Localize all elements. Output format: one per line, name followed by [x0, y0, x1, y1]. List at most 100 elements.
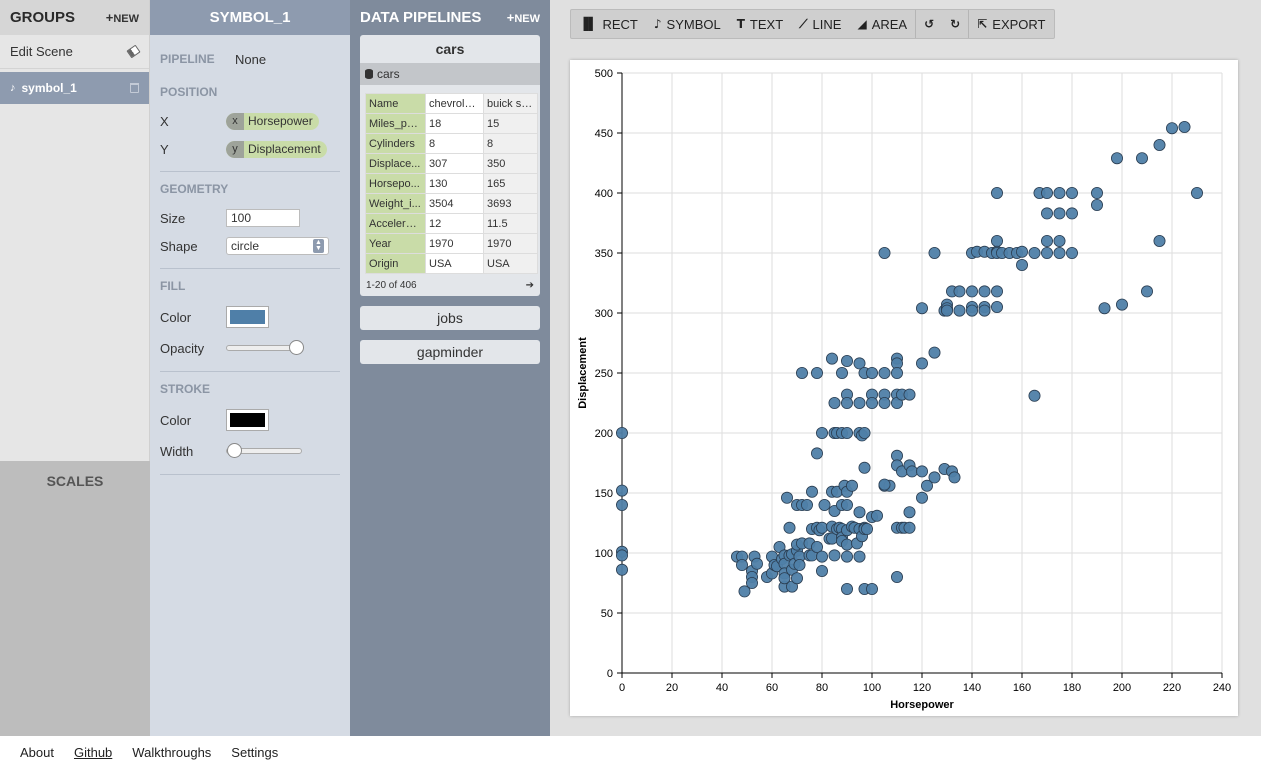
stroke-color-swatch[interactable] — [226, 409, 269, 431]
data-point[interactable] — [948, 471, 961, 484]
about-link[interactable]: About — [20, 744, 54, 760]
y-field-pill[interactable]: y Displacement — [226, 140, 327, 158]
shape-select[interactable]: circle ▲ ▼ — [226, 237, 329, 255]
width-slider[interactable] — [226, 443, 302, 458]
opacity-slider[interactable] — [226, 340, 304, 355]
x-field-pill[interactable]: x Horsepower — [226, 112, 319, 130]
field-name-cell[interactable]: Miles_per... — [365, 113, 426, 134]
data-point[interactable] — [865, 366, 878, 379]
data-point[interactable] — [840, 538, 853, 551]
data-point[interactable] — [978, 285, 991, 298]
data-point[interactable] — [1053, 234, 1066, 247]
pipeline-name[interactable]: cars — [435, 41, 465, 57]
data-point[interactable] — [905, 465, 918, 478]
text-tool-button[interactable]: T TEXT — [729, 10, 791, 38]
trash-icon[interactable] — [130, 83, 139, 93]
walkthroughs-link[interactable]: Walkthroughs — [132, 744, 212, 760]
data-point[interactable] — [860, 522, 873, 535]
data-point[interactable] — [965, 285, 978, 298]
pipeline-card-gapminder[interactable]: gapminder — [360, 340, 540, 364]
data-point[interactable] — [1166, 122, 1179, 135]
field-name-cell[interactable]: Displace... — [365, 153, 426, 174]
opacity-slider-knob[interactable] — [289, 340, 304, 355]
data-point[interactable] — [790, 572, 803, 585]
data-point[interactable] — [853, 396, 866, 409]
new-group-button[interactable]: +NEW — [106, 10, 139, 25]
data-point[interactable] — [915, 357, 928, 370]
data-point[interactable] — [915, 491, 928, 504]
data-point[interactable] — [1153, 139, 1166, 152]
data-point[interactable] — [1028, 246, 1041, 259]
data-point[interactable] — [840, 550, 853, 563]
data-point[interactable] — [783, 521, 796, 534]
redo-button[interactable]: ↻ — [942, 10, 968, 38]
data-point[interactable] — [940, 304, 953, 317]
data-point[interactable] — [858, 426, 871, 439]
data-point[interactable] — [840, 354, 853, 367]
data-point[interactable] — [1091, 187, 1104, 200]
data-point[interactable] — [1136, 152, 1149, 165]
line-tool-button[interactable]: ⟋ LINE — [791, 10, 849, 38]
data-point[interactable] — [990, 187, 1003, 200]
data-point[interactable] — [928, 471, 941, 484]
scales-header[interactable]: SCALES — [46, 473, 104, 489]
field-name-cell[interactable]: Cylinders — [365, 133, 426, 154]
data-point[interactable] — [840, 498, 853, 511]
data-point[interactable] — [870, 509, 883, 522]
data-point[interactable] — [978, 304, 991, 317]
data-point[interactable] — [735, 558, 748, 571]
data-point[interactable] — [1098, 302, 1111, 315]
data-point[interactable] — [953, 304, 966, 317]
data-point[interactable] — [616, 563, 629, 576]
data-point[interactable] — [1040, 207, 1053, 220]
pipeline-value[interactable]: None — [235, 51, 267, 67]
data-point[interactable] — [858, 461, 871, 474]
data-point[interactable] — [805, 485, 818, 498]
data-point[interactable] — [903, 388, 916, 401]
data-point[interactable] — [1040, 234, 1053, 247]
new-pipeline-button[interactable]: +NEW — [507, 10, 540, 25]
data-point[interactable] — [1153, 234, 1166, 247]
width-slider-knob[interactable] — [227, 443, 242, 458]
data-point[interactable] — [1116, 298, 1129, 311]
data-point[interactable] — [750, 557, 763, 570]
undo-button[interactable]: ↺ — [915, 10, 942, 38]
data-point[interactable] — [928, 346, 941, 359]
export-button[interactable]: ⇱ EXPORT — [968, 10, 1053, 38]
data-point[interactable] — [1178, 121, 1191, 134]
data-point[interactable] — [818, 498, 831, 511]
data-point[interactable] — [1015, 258, 1028, 271]
data-point[interactable] — [780, 491, 793, 504]
data-point[interactable] — [1053, 246, 1066, 259]
data-point[interactable] — [990, 300, 1003, 313]
data-point[interactable] — [915, 465, 928, 478]
symbol-tool-button[interactable]: ♪ SYMBOL — [646, 10, 729, 38]
data-point[interactable] — [865, 583, 878, 596]
data-point[interactable] — [745, 577, 758, 590]
data-point[interactable] — [815, 564, 828, 577]
data-point[interactable] — [616, 484, 629, 497]
data-point[interactable] — [853, 357, 866, 370]
data-point[interactable] — [920, 479, 933, 492]
field-name-cell[interactable]: Name — [365, 93, 426, 114]
data-point[interactable] — [878, 366, 891, 379]
field-name-cell[interactable]: Accelerat... — [365, 213, 426, 234]
visualization-canvas[interactable]: 0 20 40 60 80 100 120 140 160 180 200 220 240 0 50 100 1… — [570, 60, 1238, 716]
data-point[interactable] — [810, 540, 823, 553]
data-point[interactable] — [815, 550, 828, 563]
field-name-cell[interactable]: Horsepo... — [365, 173, 426, 194]
data-point[interactable] — [828, 549, 841, 562]
data-point[interactable] — [878, 246, 891, 259]
data-point[interactable] — [903, 506, 916, 519]
data-point[interactable] — [1111, 152, 1124, 165]
group-item-symbol-1[interactable]: ♪ symbol_1 — [0, 72, 149, 104]
data-point[interactable] — [1028, 389, 1041, 402]
data-point[interactable] — [828, 396, 841, 409]
field-name-cell[interactable]: Year — [365, 233, 426, 254]
data-point[interactable] — [853, 550, 866, 563]
data-point[interactable] — [1141, 285, 1154, 298]
data-point[interactable] — [800, 498, 813, 511]
data-point[interactable] — [890, 570, 903, 583]
data-point[interactable] — [890, 366, 903, 379]
data-point[interactable] — [840, 583, 853, 596]
